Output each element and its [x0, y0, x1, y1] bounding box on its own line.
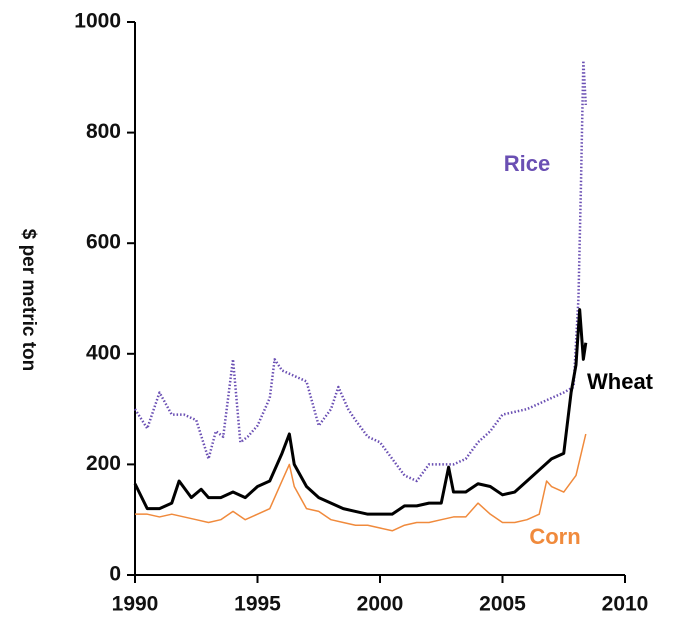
series-line: [133, 59, 588, 483]
y-tick-label: 600: [86, 231, 121, 254]
x-tick-label: 1990: [112, 593, 159, 616]
x-tick-label: 2010: [602, 593, 649, 616]
series-label: Corn: [529, 524, 580, 549]
y-tick-label: 800: [86, 120, 121, 143]
x-tick-label: 2000: [357, 593, 404, 616]
x-tick-label: 2005: [479, 593, 526, 616]
x-tick-label: 1995: [234, 593, 281, 616]
series-label: Wheat: [587, 369, 654, 394]
series-label: Rice: [504, 151, 550, 176]
y-tick-label: 400: [86, 341, 121, 364]
y-axis-label: $ per metric ton: [18, 229, 39, 372]
y-tick-label: 0: [109, 563, 121, 586]
series-line: [133, 308, 588, 516]
series-line: [135, 433, 587, 532]
y-tick-label: 1000: [74, 10, 121, 33]
y-tick-label: 200: [86, 452, 121, 475]
